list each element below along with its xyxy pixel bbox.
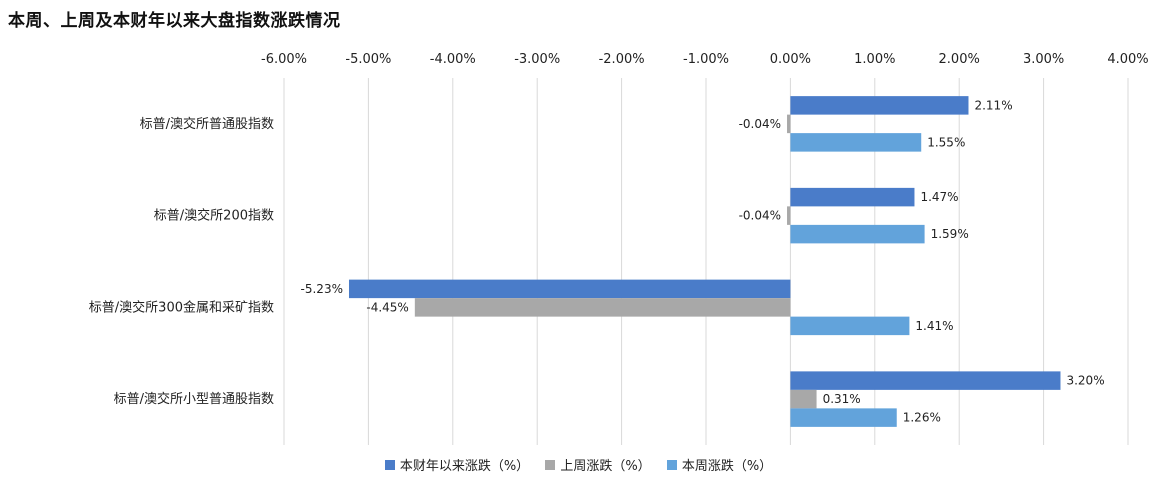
data-label: -4.45%: [366, 300, 408, 314]
bar: [790, 316, 910, 336]
bar: [790, 187, 915, 207]
legend-swatch-last-week: [545, 459, 556, 470]
x-tick-label: 0.00%: [770, 52, 811, 67]
bar: [790, 133, 922, 152]
bar: [790, 96, 969, 115]
data-label: 1.55%: [927, 135, 965, 149]
x-tick-label: -6.00%: [261, 52, 307, 67]
x-tick-label: -1.00%: [683, 52, 729, 67]
category-label: 标普/澳交所200指数: [154, 208, 274, 224]
bar: [348, 279, 791, 299]
legend-label-this-week: 本周涨跌（%）: [681, 459, 773, 474]
data-label: 1.59%: [931, 227, 969, 241]
legend-item-last-week: 上周涨跌（%）: [545, 455, 651, 474]
category-label: 标普/澳交所300金属和采矿指数: [89, 299, 274, 315]
legend-swatch-this-week: [666, 459, 677, 470]
category-label: 标普/澳交所普通股指数: [140, 116, 274, 132]
data-label: 0.31%: [823, 392, 861, 406]
data-label: 3.20%: [1066, 374, 1104, 388]
legend-label-ytd: 本财年以来涨跌（%）: [399, 459, 530, 474]
bar: [790, 389, 817, 409]
data-label: 1.26%: [903, 411, 941, 425]
bar: [787, 206, 791, 225]
data-label: 1.47%: [920, 190, 958, 204]
data-label: -5.23%: [301, 282, 343, 296]
x-tick-label: 2.00%: [939, 52, 980, 67]
data-label: 2.11%: [974, 98, 1012, 112]
x-tick-label: 1.00%: [854, 52, 895, 67]
legend-label-last-week: 上周涨跌（%）: [560, 459, 651, 474]
x-tick-label: -2.00%: [599, 52, 645, 67]
category-label: 标普/澳交所小型普通股指数: [114, 391, 274, 407]
x-tick-label: 4.00%: [1107, 52, 1148, 67]
bar: [787, 114, 791, 134]
x-tick-label: -3.00%: [514, 52, 560, 67]
bar: [790, 408, 897, 427]
data-label: -0.04%: [739, 209, 781, 223]
bar: [790, 224, 925, 244]
legend-swatch-ytd: [384, 459, 395, 470]
bar: [790, 371, 1061, 390]
data-label: 1.41%: [915, 319, 953, 333]
x-tick-label: 3.00%: [1023, 52, 1064, 67]
x-tick-label: -4.00%: [430, 52, 476, 67]
chart-title: 本周、上周及本财年以来大盘指数涨跌情况: [8, 11, 341, 31]
data-label: -0.04%: [739, 117, 781, 131]
legend-item-this-week: 本周涨跌（%）: [666, 455, 773, 474]
legend: 本财年以来涨跌（%） 上周涨跌（%） 本周涨跌（%）: [0, 455, 1157, 474]
legend-item-ytd: 本财年以来涨跌（%）: [384, 455, 530, 474]
x-tick-label: -5.00%: [345, 52, 391, 67]
bar: [414, 298, 791, 317]
